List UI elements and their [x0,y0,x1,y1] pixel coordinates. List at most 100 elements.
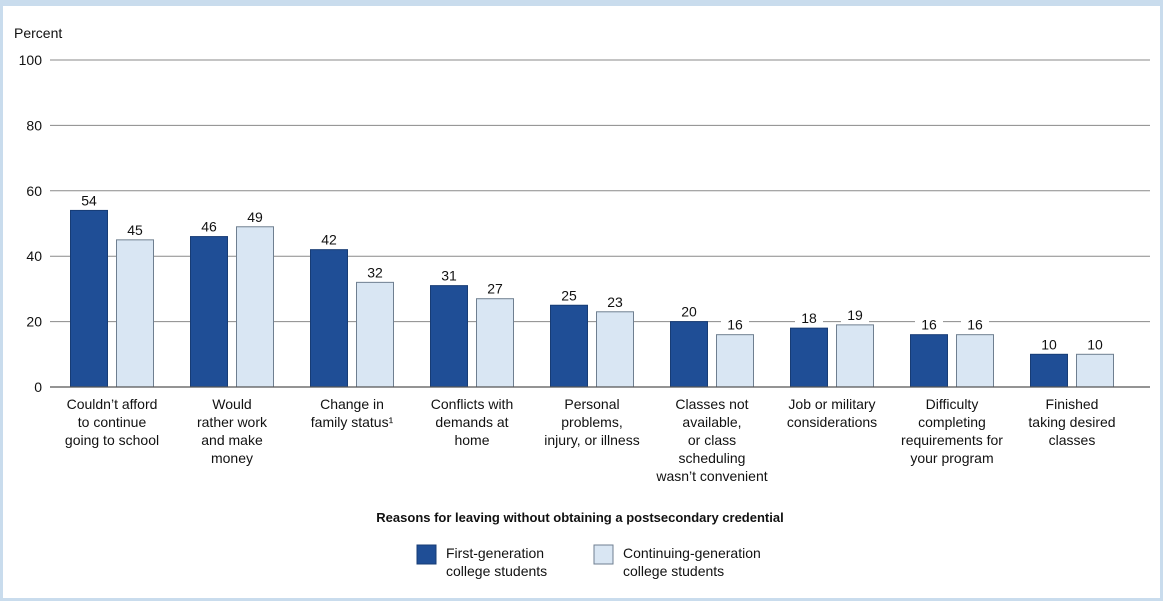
bar [790,327,828,388]
category-label: scheduling [679,450,746,466]
data-label-background [361,264,389,281]
bar [430,285,468,388]
category-label: demands at [435,414,508,430]
category-label: home [454,432,489,448]
category-label: Job or military [788,396,875,412]
bar [310,249,348,388]
category-label: problems, [561,414,622,430]
data-label-background [721,316,749,333]
category-label: money [211,450,253,466]
category-label: Conflicts with [431,396,513,412]
data-label-background [961,316,989,333]
frame-left-border [0,0,3,601]
data-label-background [195,218,223,235]
data-label: 16 [727,317,743,333]
data-label: 19 [847,307,863,323]
bar [1076,353,1114,388]
category-label: Personal [564,396,619,412]
category-label: your program [910,450,993,466]
data-label: 16 [921,317,937,333]
bar [116,239,154,388]
category-label: rather work [197,414,268,430]
data-label: 46 [201,219,217,235]
category-label: family status¹ [311,414,394,430]
category-label: going to school [65,432,159,448]
data-label: 20 [681,304,697,320]
category-label: Would [212,396,251,412]
data-label-background [241,208,269,225]
data-label: 18 [801,310,817,326]
data-label: 27 [487,281,503,297]
category-label: and make [201,432,263,448]
legend-swatch [416,544,437,565]
bar [356,281,394,388]
y-axis-title: Percent [14,25,62,41]
data-label-background [915,316,943,333]
data-label: 45 [127,222,143,238]
bar [716,334,754,388]
bar [596,311,634,388]
axes: 0 20 40 60 80 100 [19,52,1150,395]
category-label: wasn’t convenient [655,468,767,484]
data-label: 16 [967,317,983,333]
category-label: classes [1049,432,1096,448]
category-label: injury, or illness [544,432,639,448]
category-label: considerations [787,414,877,430]
data-label-background [315,231,343,248]
bar [70,209,108,388]
category-label: requirements for [901,432,1003,448]
category-labels: Couldn’t afford to continue going to schoo… [65,396,1116,484]
legend-label: First-generation [446,545,544,561]
data-label: 25 [561,287,577,303]
data-label-background [121,221,149,238]
category-label: available, [682,414,741,430]
category-label: taking desired [1028,414,1115,430]
x-axis-title: Reasons for leaving without obtaining a … [376,510,783,525]
y-tick-label: 80 [26,117,42,133]
category-label: Change in [320,396,384,412]
data-label-background [75,192,103,209]
y-tick-label: 100 [19,52,43,68]
frame-right-border [1160,0,1163,601]
bar [190,236,228,388]
frame-top-border [0,0,1163,6]
y-tick-label: 0 [34,379,42,395]
bar [670,321,708,388]
data-label-background [795,310,823,327]
data-label-background [1081,336,1109,353]
bar [910,334,948,388]
data-label: 23 [607,294,623,310]
bar [1030,353,1068,388]
legend: First-generation college students Continui… [416,544,761,579]
frame-bottom-border [0,598,1163,601]
data-label: 31 [441,268,457,284]
bar [956,334,994,388]
y-tick-label: 20 [26,314,42,330]
data-label: 10 [1041,336,1057,352]
category-label: Classes not [675,396,748,412]
y-tick-label: 40 [26,248,42,264]
legend-label: Continuing-generation [623,545,761,561]
legend-label: college students [446,563,547,579]
data-label: 32 [367,264,383,280]
category-label: Difficulty [926,396,979,412]
data-label: 10 [1087,336,1103,352]
bars [70,209,1114,388]
data-label: 42 [321,232,337,248]
data-label-background [481,280,509,297]
legend-label: college students [623,563,724,579]
bar [836,324,874,388]
data-label-background [555,287,583,304]
category-label: to continue [78,414,147,430]
category-label: Finished [1046,396,1099,412]
data-label: 54 [81,192,97,208]
data-label-background [675,303,703,320]
legend-swatch [593,544,614,565]
bar [476,298,514,388]
category-label: Couldn’t afford [67,396,158,412]
data-label-background [1035,336,1063,353]
bar [236,226,274,388]
data-label-background [435,267,463,284]
